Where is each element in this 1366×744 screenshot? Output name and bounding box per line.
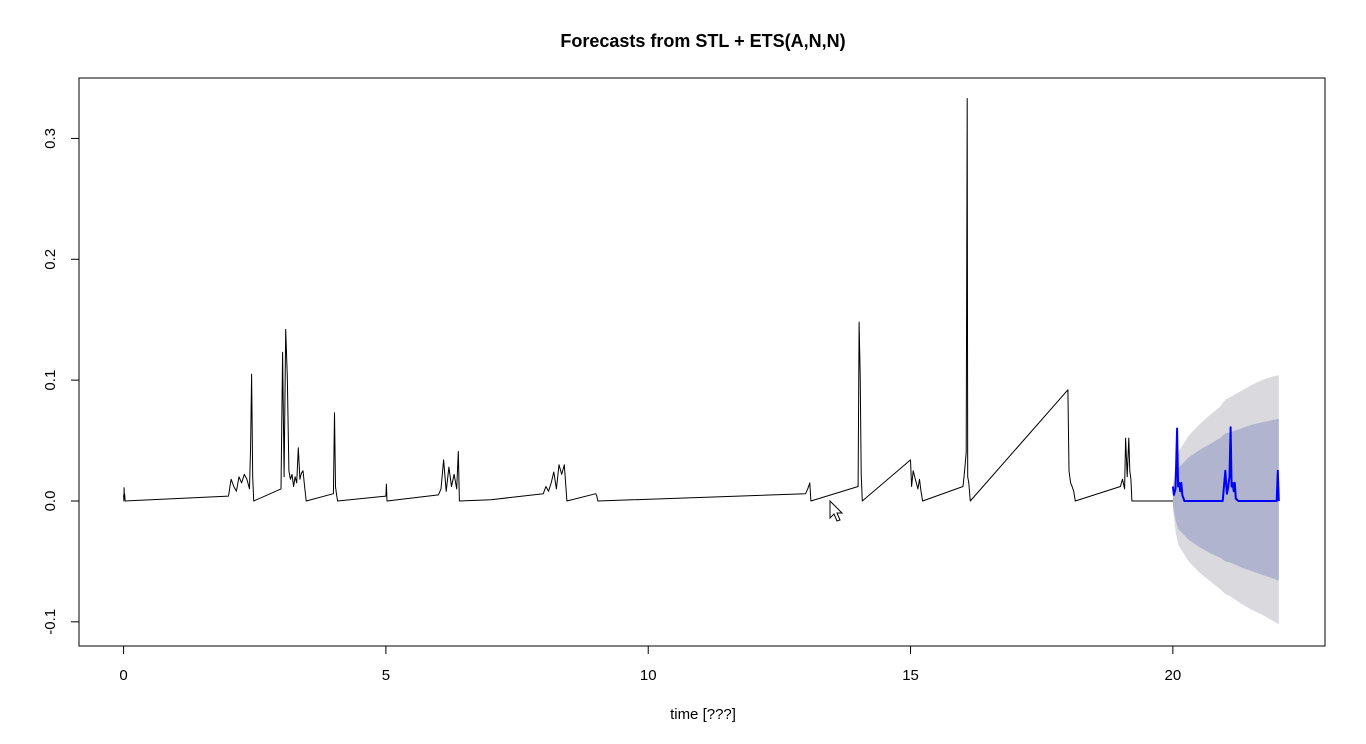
mouse-cursor-icon (829, 499, 844, 522)
observed-series-line (123, 98, 1173, 502)
y-tick-label: 0.3 (42, 128, 59, 149)
observed-line (123, 98, 1173, 502)
forecast-line (1171, 426, 1280, 502)
y-tick-label: -0.1 (42, 609, 59, 635)
forecast-series-line (1171, 426, 1280, 502)
y-tick-label: 0.1 (42, 370, 59, 391)
y-tick-label: 0.0 (42, 491, 59, 512)
prediction-band-80 (1172, 418, 1279, 581)
x-tick-label: 5 (382, 667, 390, 684)
band-80-area (1172, 418, 1279, 581)
x-tick-label: 0 (119, 667, 127, 684)
x-tick-label: 15 (902, 667, 919, 684)
x-tick-label: 10 (640, 667, 657, 684)
y-tick-label: 0.2 (42, 249, 59, 270)
x-axis-label: time [???] (670, 706, 736, 723)
plot-frame (78, 77, 1326, 647)
chart-title: Forecasts from STL + ETS(A,N,N) (560, 31, 845, 51)
y-axis: -0.1 0.0 0.1 0.2 0.3 (42, 128, 80, 635)
x-tick-label: 20 (1165, 667, 1182, 684)
x-axis: 0 5 10 15 20 (119, 645, 1182, 684)
